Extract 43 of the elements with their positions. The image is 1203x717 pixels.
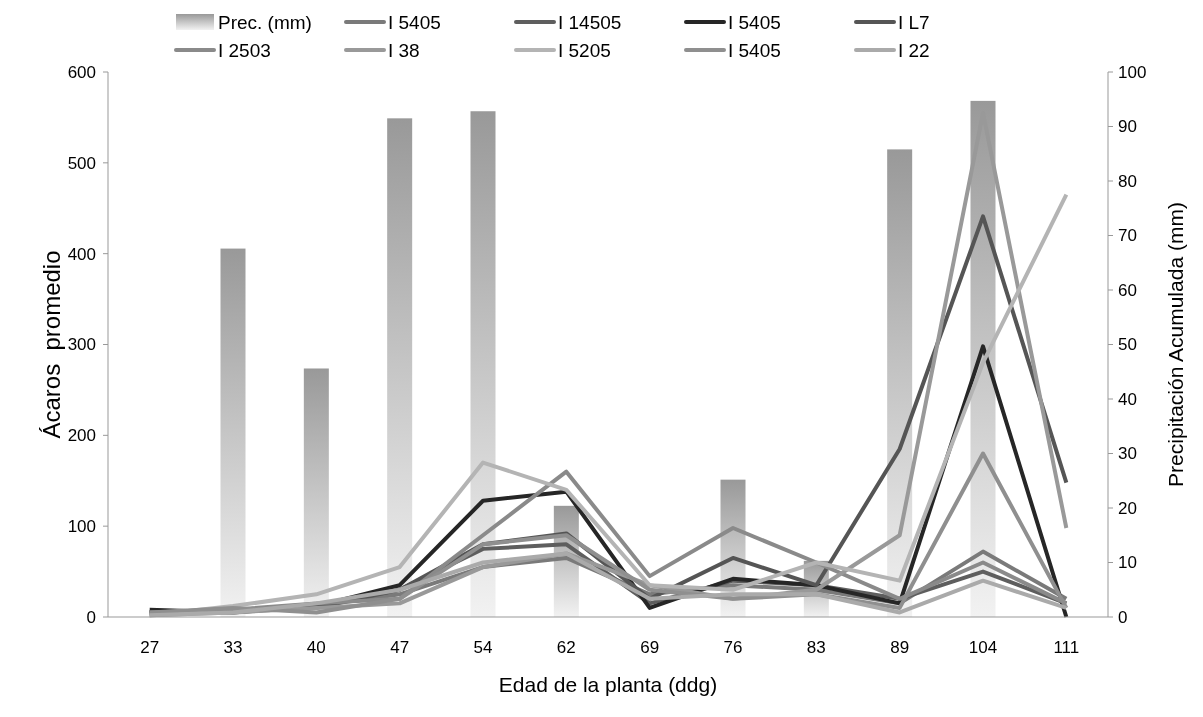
- x-tick-label: 76: [723, 638, 743, 657]
- y2-tick-label: 10: [1118, 553, 1137, 573]
- y2-tick-label: 50: [1118, 335, 1137, 355]
- y-tick-label: 100: [67, 517, 96, 537]
- y-tick-label: 200: [67, 426, 96, 446]
- x-tick-label: 47: [390, 638, 410, 657]
- legend-label: Prec. (mm): [218, 11, 312, 33]
- y2-tick-label: 70: [1118, 226, 1137, 246]
- legend-label: I 5405: [728, 39, 781, 61]
- x-tick-label: 104: [968, 638, 998, 657]
- legend-label: I 38: [388, 39, 420, 61]
- legend-label: I 14505: [558, 11, 622, 33]
- y-tick-label: 400: [67, 244, 96, 264]
- legend-label: I 5205: [558, 39, 611, 61]
- legend-label: I L7: [898, 11, 930, 33]
- x-tick-label: 33: [223, 638, 243, 657]
- y-tick-label: 0: [86, 607, 96, 627]
- legend-label: I 5405: [728, 11, 781, 33]
- x-tick-label: 27: [140, 638, 160, 657]
- y2-tick-label: 40: [1118, 389, 1137, 409]
- x-tick-label: 40: [306, 638, 326, 657]
- y2-tick-label: 20: [1118, 498, 1137, 518]
- y2-tick-label: 30: [1118, 444, 1137, 464]
- x-tick-label: 69: [640, 638, 660, 657]
- x-tick-label: 62: [556, 638, 576, 657]
- y-tick-label: 600: [67, 62, 96, 82]
- x-axis-title: Edad de la planta (ddg): [498, 673, 718, 696]
- y2-tick-label: 80: [1118, 171, 1137, 191]
- legend-label: I 2503: [218, 39, 271, 61]
- x-tick-label: 89: [890, 638, 910, 657]
- y2-axis-title: Precipitación Acumulada (mm): [1164, 202, 1187, 487]
- x-tick-label: 111: [1053, 638, 1080, 657]
- y2-tick-label: 0: [1118, 607, 1128, 627]
- y-tick-label: 500: [67, 153, 96, 173]
- x-tick-label: 54: [473, 638, 493, 657]
- y-axis-title: Ácaros promedio: [38, 250, 65, 439]
- y2-tick-label: 100: [1118, 62, 1147, 82]
- y2-tick-label: 90: [1118, 117, 1137, 137]
- legend-label: I 22: [898, 39, 930, 61]
- y2-tick-label: 60: [1118, 280, 1137, 300]
- x-tick-label: 83: [806, 638, 826, 657]
- legend-label: I 5405: [388, 11, 441, 33]
- y-tick-label: 300: [67, 335, 96, 355]
